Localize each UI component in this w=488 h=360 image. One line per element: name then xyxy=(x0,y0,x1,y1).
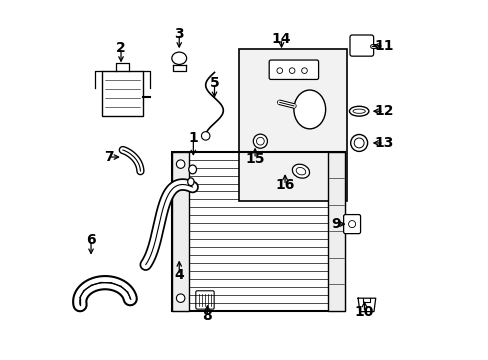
Bar xyxy=(172,152,345,311)
Text: 11: 11 xyxy=(373,39,393,53)
Text: 3: 3 xyxy=(174,27,183,41)
Text: 14: 14 xyxy=(271,32,291,46)
Ellipse shape xyxy=(253,134,267,148)
Text: 12: 12 xyxy=(373,104,393,118)
FancyBboxPatch shape xyxy=(343,215,360,234)
FancyBboxPatch shape xyxy=(349,35,373,56)
Text: 9: 9 xyxy=(331,217,340,231)
Ellipse shape xyxy=(256,137,264,145)
Text: 7: 7 xyxy=(103,150,113,164)
Ellipse shape xyxy=(188,165,196,174)
Circle shape xyxy=(176,294,184,302)
Text: 5: 5 xyxy=(209,76,219,90)
Ellipse shape xyxy=(292,164,309,178)
Text: 13: 13 xyxy=(373,136,393,150)
Circle shape xyxy=(201,132,209,140)
Ellipse shape xyxy=(349,106,368,116)
Bar xyxy=(327,152,345,311)
Ellipse shape xyxy=(293,90,325,129)
Text: 16: 16 xyxy=(275,178,294,192)
Text: 2: 2 xyxy=(116,41,125,55)
FancyBboxPatch shape xyxy=(269,60,318,80)
Text: 8: 8 xyxy=(202,309,212,323)
Text: 4: 4 xyxy=(174,268,183,282)
Ellipse shape xyxy=(171,52,186,64)
Ellipse shape xyxy=(353,138,364,148)
Ellipse shape xyxy=(352,109,365,113)
Ellipse shape xyxy=(350,135,367,152)
Ellipse shape xyxy=(296,167,305,175)
Text: 10: 10 xyxy=(354,305,373,319)
Circle shape xyxy=(176,160,184,168)
Text: 1: 1 xyxy=(188,131,198,145)
Text: 6: 6 xyxy=(86,233,96,247)
Ellipse shape xyxy=(187,178,194,186)
Bar xyxy=(172,152,189,311)
Text: 15: 15 xyxy=(245,152,264,166)
Bar xyxy=(239,49,346,201)
